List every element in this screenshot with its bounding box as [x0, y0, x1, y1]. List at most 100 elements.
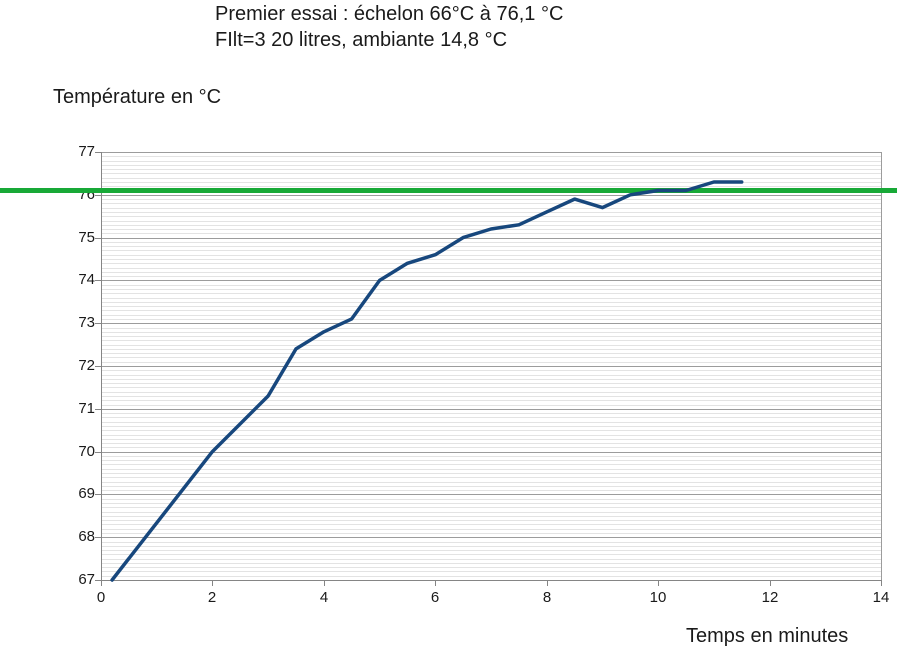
minor-gridline	[101, 532, 881, 534]
minor-gridline	[101, 250, 881, 252]
chart-subtitle: FIlt=3 20 litres, ambiante 14,8 °C	[215, 29, 508, 51]
minor-gridline	[101, 387, 881, 389]
y-tick-label: 71	[78, 400, 95, 417]
minor-gridline	[101, 383, 881, 385]
minor-gridline	[101, 211, 881, 213]
minor-gridline	[101, 562, 881, 564]
minor-gridline	[101, 378, 881, 380]
minor-gridline	[101, 246, 881, 248]
minor-gridline	[101, 541, 881, 543]
chart-title: Premier essai : échelon 66°C à 76,1 °C	[215, 3, 564, 25]
minor-gridline	[101, 575, 881, 577]
y-tick-mark	[95, 580, 101, 581]
minor-gridline	[101, 485, 881, 487]
minor-gridline	[101, 490, 881, 492]
minor-gridline	[101, 567, 881, 569]
major-gridline	[101, 238, 881, 239]
minor-gridline	[101, 473, 881, 474]
x-tick-label: 4	[319, 589, 329, 606]
y-tick-label: 69	[78, 485, 95, 502]
y-tick-label: 68	[78, 528, 95, 545]
major-gridline	[101, 195, 881, 196]
y-tick-label: 74	[78, 271, 95, 288]
minor-gridline	[101, 297, 881, 299]
minor-gridline	[101, 156, 881, 158]
x-tick-label: 10	[649, 589, 667, 606]
x-axis-line	[101, 580, 881, 581]
minor-gridline	[101, 438, 881, 440]
chart-title-block: Premier essai : échelon 66°C à 76,1 °C F…	[215, 1, 563, 53]
x-axis-title: Temps en minutes	[686, 625, 849, 647]
minor-gridline	[101, 554, 881, 556]
minor-gridline	[101, 455, 881, 457]
minor-gridline	[101, 327, 881, 329]
minor-gridline	[101, 182, 881, 183]
minor-gridline	[101, 524, 881, 526]
minor-gridline	[101, 169, 881, 171]
threshold-line	[0, 188, 897, 193]
minor-gridline	[101, 331, 881, 333]
y-tick-mark	[95, 409, 101, 410]
y-tick-mark	[95, 323, 101, 324]
minor-gridline	[101, 203, 881, 205]
plot-right-border	[881, 152, 882, 580]
minor-gridline	[101, 164, 881, 166]
major-gridline	[101, 323, 881, 324]
minor-gridline	[101, 503, 881, 504]
minor-gridline	[101, 391, 881, 393]
minor-gridline	[101, 357, 881, 359]
minor-gridline	[101, 421, 881, 423]
minor-gridline	[101, 306, 881, 308]
minor-gridline	[101, 571, 881, 573]
minor-gridline	[101, 336, 881, 337]
minor-gridline	[101, 477, 881, 479]
minor-gridline	[101, 353, 881, 355]
y-tick-label: 73	[78, 314, 95, 331]
y-tick-mark	[95, 366, 101, 367]
minor-gridline	[101, 340, 881, 342]
minor-gridline	[101, 348, 881, 350]
minor-gridline	[101, 177, 881, 179]
minor-gridline	[101, 417, 881, 419]
minor-gridline	[101, 284, 881, 286]
x-tick-mark	[547, 580, 548, 586]
minor-gridline	[101, 344, 881, 346]
minor-gridline	[101, 443, 881, 444]
x-tick-mark	[881, 580, 882, 586]
major-gridline	[101, 409, 881, 410]
x-tick-mark	[324, 580, 325, 586]
minor-gridline	[101, 233, 881, 235]
minor-gridline	[101, 310, 881, 312]
minor-gridline	[101, 254, 881, 256]
minor-gridline	[101, 374, 881, 376]
minor-gridline	[101, 404, 881, 406]
minor-gridline	[101, 396, 881, 397]
minor-gridline	[101, 160, 881, 162]
minor-gridline	[101, 468, 881, 470]
minor-gridline	[101, 520, 881, 522]
y-tick-mark	[95, 195, 101, 196]
minor-gridline	[101, 186, 881, 188]
y-tick-label: 72	[78, 357, 95, 374]
major-gridline	[101, 152, 881, 153]
x-tick-mark	[101, 580, 102, 586]
y-tick-label: 75	[78, 229, 95, 246]
y-axis-line	[101, 152, 102, 580]
major-gridline	[101, 452, 881, 453]
x-tick-mark	[212, 580, 213, 586]
major-gridline	[101, 494, 881, 495]
minor-gridline	[101, 460, 881, 462]
minor-gridline	[101, 314, 881, 316]
minor-gridline	[101, 301, 881, 303]
x-tick-label: 6	[430, 589, 440, 606]
minor-gridline	[101, 276, 881, 278]
minor-gridline	[101, 293, 881, 295]
minor-gridline	[101, 173, 881, 175]
minor-gridline	[101, 511, 881, 513]
y-tick-mark	[95, 280, 101, 281]
x-tick-label: 0	[96, 589, 106, 606]
x-tick-mark	[435, 580, 436, 586]
minor-gridline	[101, 515, 881, 517]
minor-gridline	[101, 528, 881, 530]
